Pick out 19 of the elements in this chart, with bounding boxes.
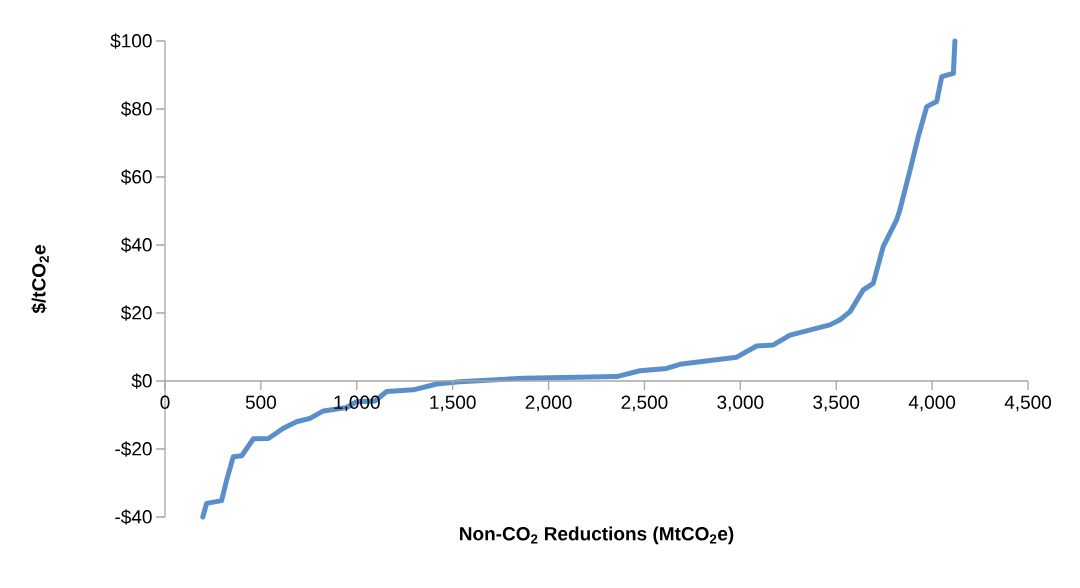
x-tick-label: 0 bbox=[160, 395, 170, 409]
x-tick-label: 500 bbox=[245, 395, 276, 409]
x-tick-label: 3,500 bbox=[813, 395, 860, 412]
x-tick-label: 2,500 bbox=[621, 395, 668, 412]
y-tick-label: $20 bbox=[120, 305, 152, 321]
y-tick-label: $40 bbox=[120, 237, 152, 253]
y-tick-label: -$40 bbox=[115, 509, 152, 525]
y-tick-label: -$20 bbox=[115, 441, 152, 457]
y-tick-label: $60 bbox=[120, 169, 152, 185]
x-tick-label: 3,000 bbox=[717, 395, 764, 412]
y-tick-label: $0 bbox=[131, 373, 152, 389]
y-axis-title: $/tCO$_{2}$e bbox=[31, 245, 49, 314]
x-tick-label: 2,000 bbox=[525, 395, 572, 412]
x-tick-label: 4,000 bbox=[908, 395, 956, 412]
x-tick-label: 1,500 bbox=[430, 395, 476, 412]
y-tick-label: $80 bbox=[120, 101, 152, 117]
x-tick-label: 4,500 bbox=[1004, 395, 1052, 412]
x-axis-title: Non-CO$_{2}$ Reductions (MtCO$_{2}$e) bbox=[460, 526, 734, 545]
y-tick-label: $100 bbox=[110, 33, 152, 49]
